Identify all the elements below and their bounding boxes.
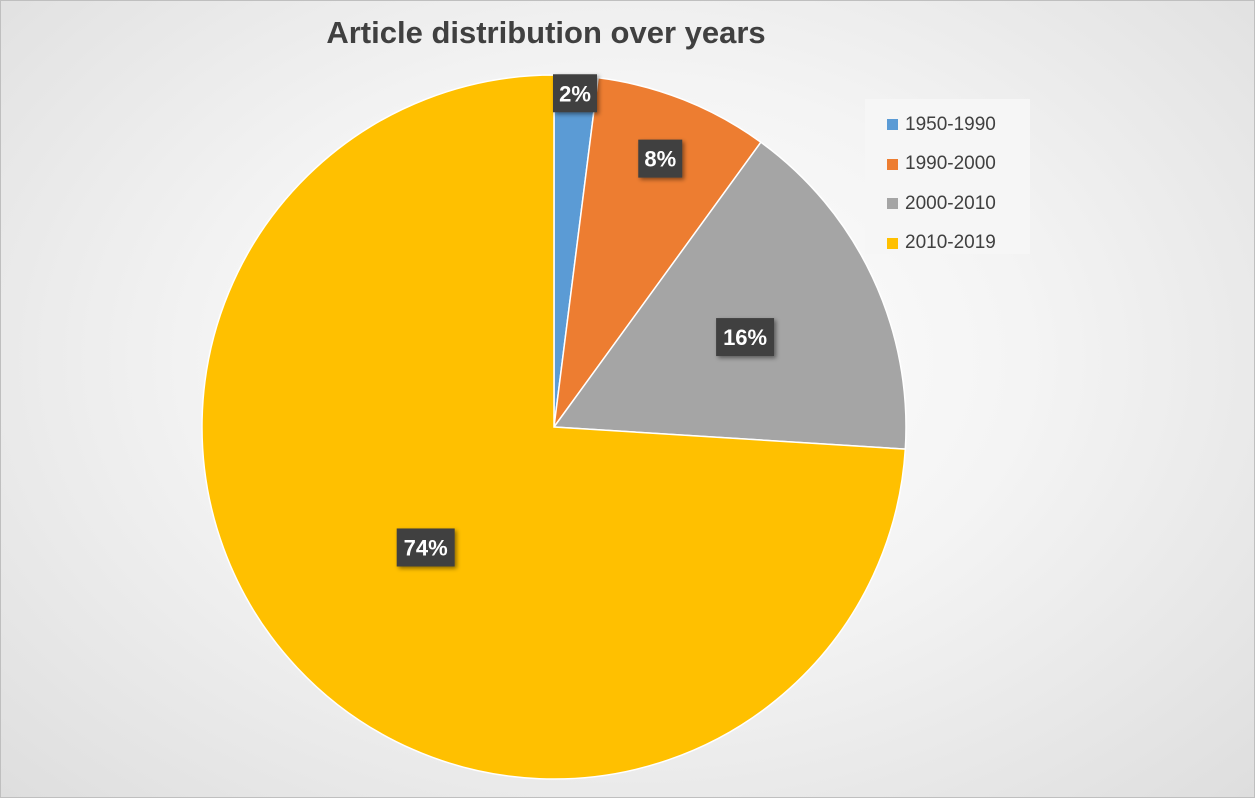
chart-title: Article distribution over years — [326, 15, 766, 50]
legend-label: 1990-2000 — [905, 153, 996, 175]
data-label: 16% — [716, 318, 775, 357]
data-label-box — [552, 74, 597, 113]
legend-item: 1950-1990 — [865, 105, 1030, 145]
data-label: 8% — [638, 139, 683, 178]
data-label-text: 2% — [559, 81, 591, 106]
data-label-box — [716, 318, 775, 357]
legend-label: 2000-2010 — [905, 192, 996, 214]
legend-label: 1950-1990 — [905, 113, 996, 135]
legend-swatch — [887, 119, 898, 131]
data-label-text: 8% — [644, 147, 676, 172]
chart-legend: 1950-1990 1990-2000 2000-2010 2010-2019 — [865, 99, 1030, 254]
legend-swatch — [887, 158, 898, 170]
pie-slice — [201, 74, 907, 780]
data-label: 2% — [552, 74, 597, 113]
legend-item: 2000-2010 — [865, 184, 1030, 224]
legend-swatch — [887, 198, 898, 210]
data-label-box — [396, 528, 455, 567]
data-label: 74% — [396, 528, 455, 567]
pie-slice — [553, 76, 762, 428]
data-label-text: 16% — [723, 325, 767, 350]
pie-slice — [552, 141, 907, 450]
legend-swatch — [887, 237, 898, 249]
data-label-box — [638, 139, 683, 178]
legend-label: 2010-2019 — [905, 232, 996, 254]
legend-item: 2010-2019 — [865, 224, 1030, 264]
legend-item: 1990-2000 — [865, 145, 1030, 185]
data-label-text: 74% — [404, 535, 448, 560]
